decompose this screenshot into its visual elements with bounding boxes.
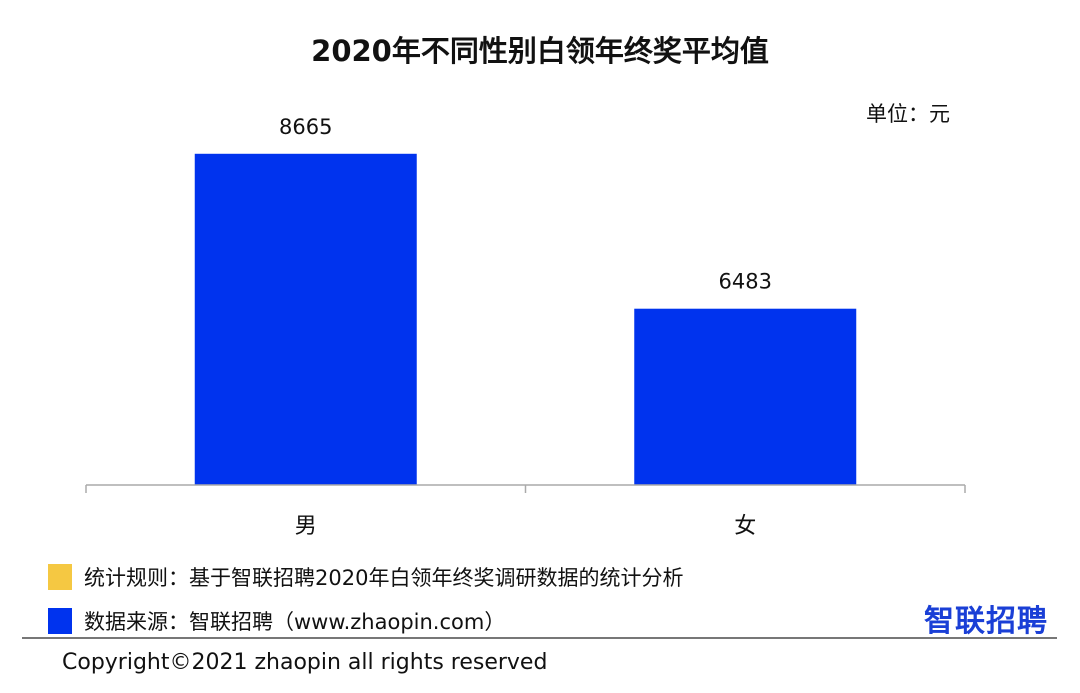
- zhaopin-logo: 智联招聘: [924, 604, 1048, 639]
- bar-chart: 8665 男 6483 女: [85, 115, 966, 539]
- legend-text: 数据来源：智联招聘（www.zhaopin.com）: [84, 610, 506, 634]
- data-label-0: 8665: [279, 115, 332, 139]
- bar-0: [194, 153, 417, 485]
- data-label-1: 6483: [719, 270, 772, 294]
- copyright: Copyright©2021 zhaopin all rights reserv…: [62, 650, 548, 675]
- unit-label: 单位：元: [866, 102, 950, 126]
- legend-item-source: 数据来源：智联招聘（www.zhaopin.com）: [48, 606, 505, 636]
- legend-swatch-blue: [48, 608, 72, 634]
- divider: [22, 637, 1057, 639]
- chart-title: 2020年不同性别白领年终奖平均值: [311, 34, 769, 68]
- x-tick-label-1: 女: [734, 514, 756, 539]
- bar-1: [634, 308, 857, 485]
- x-tick-label-0: 男: [295, 514, 317, 539]
- legend-text: 统计规则：基于智联招聘2020年白领年终奖调研数据的统计分析: [84, 566, 684, 590]
- legend-swatch-yellow: [48, 564, 72, 590]
- legend-item-rule: 统计规则：基于智联招聘2020年白领年终奖调研数据的统计分析: [48, 562, 683, 592]
